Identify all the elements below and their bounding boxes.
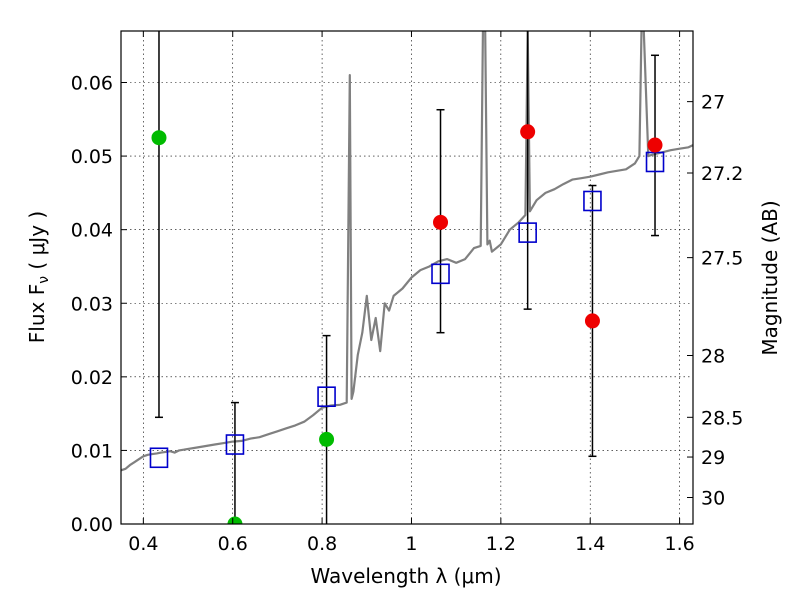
y-tick-label: 0.06 bbox=[71, 73, 113, 95]
plot-area bbox=[121, 31, 693, 524]
y-tick-label: 0.03 bbox=[71, 293, 113, 315]
right-tick-label: 27.2 bbox=[701, 163, 743, 185]
detection-point bbox=[433, 214, 449, 230]
model-photometry-square bbox=[518, 222, 537, 243]
model-photometry-square bbox=[583, 190, 602, 212]
upper-limit-point bbox=[227, 516, 243, 524]
detection-point bbox=[584, 313, 600, 329]
y-tick-label: 0.00 bbox=[71, 514, 113, 536]
plot-frame bbox=[120, 30, 694, 525]
grid-lines bbox=[121, 31, 693, 525]
x-tick-label: 0.6 bbox=[218, 533, 248, 555]
y-axis-label-unit: ( μJy ) bbox=[25, 211, 49, 276]
right-tick-label: 28.5 bbox=[701, 407, 743, 429]
y-axis-label-sub: ν bbox=[36, 276, 52, 284]
x-tick-label: 1 bbox=[405, 533, 417, 555]
detection-point bbox=[647, 137, 663, 153]
right-axis-label: Magnitude (AB) bbox=[758, 200, 782, 355]
x-tick-label: 1.4 bbox=[575, 533, 605, 555]
y-axis-label: Flux Fν ( μJy ) bbox=[25, 211, 52, 343]
y-tick-label: 0.02 bbox=[71, 367, 113, 389]
y-tick-label: 0.04 bbox=[71, 220, 113, 242]
sed-model-line bbox=[121, 31, 693, 472]
model-photometry-square bbox=[225, 434, 245, 455]
y-axis-ticks: 0.00 0.01 0.02 0.03 0.04 0.05 0.06 bbox=[71, 73, 127, 536]
model-photometry-square bbox=[317, 386, 336, 408]
upper-limit-point bbox=[319, 431, 335, 447]
axes bbox=[120, 30, 694, 525]
right-tick-label: 27 bbox=[701, 92, 725, 114]
upper-limit-point bbox=[151, 130, 167, 146]
model-photometry-square bbox=[149, 447, 169, 469]
right-tick-label: 27.5 bbox=[701, 248, 743, 270]
x-tick-label: 0.8 bbox=[307, 533, 337, 555]
right-axis-ticks: 27 27.2 27.5 28 28.5 29 30 bbox=[687, 92, 743, 510]
right-tick-label: 30 bbox=[701, 488, 725, 510]
model-photometry-square bbox=[431, 263, 450, 285]
right-tick-label: 28 bbox=[701, 345, 725, 367]
x-axis-ticks: 0.4 0.6 0.8 1 1.2 1.4 1.6 bbox=[128, 31, 695, 555]
y-tick-label: 0.05 bbox=[71, 146, 113, 168]
x-axis-label: Wavelength λ (μm) bbox=[310, 564, 501, 588]
right-tick-label: 29 bbox=[701, 447, 725, 469]
detection-point bbox=[520, 124, 536, 140]
x-tick-label: 0.4 bbox=[128, 533, 158, 555]
y-axis-label-main: Flux F bbox=[25, 284, 49, 343]
x-tick-label: 1.6 bbox=[664, 533, 694, 555]
x-tick-label: 1.2 bbox=[486, 533, 516, 555]
y-tick-label: 0.01 bbox=[71, 440, 113, 462]
